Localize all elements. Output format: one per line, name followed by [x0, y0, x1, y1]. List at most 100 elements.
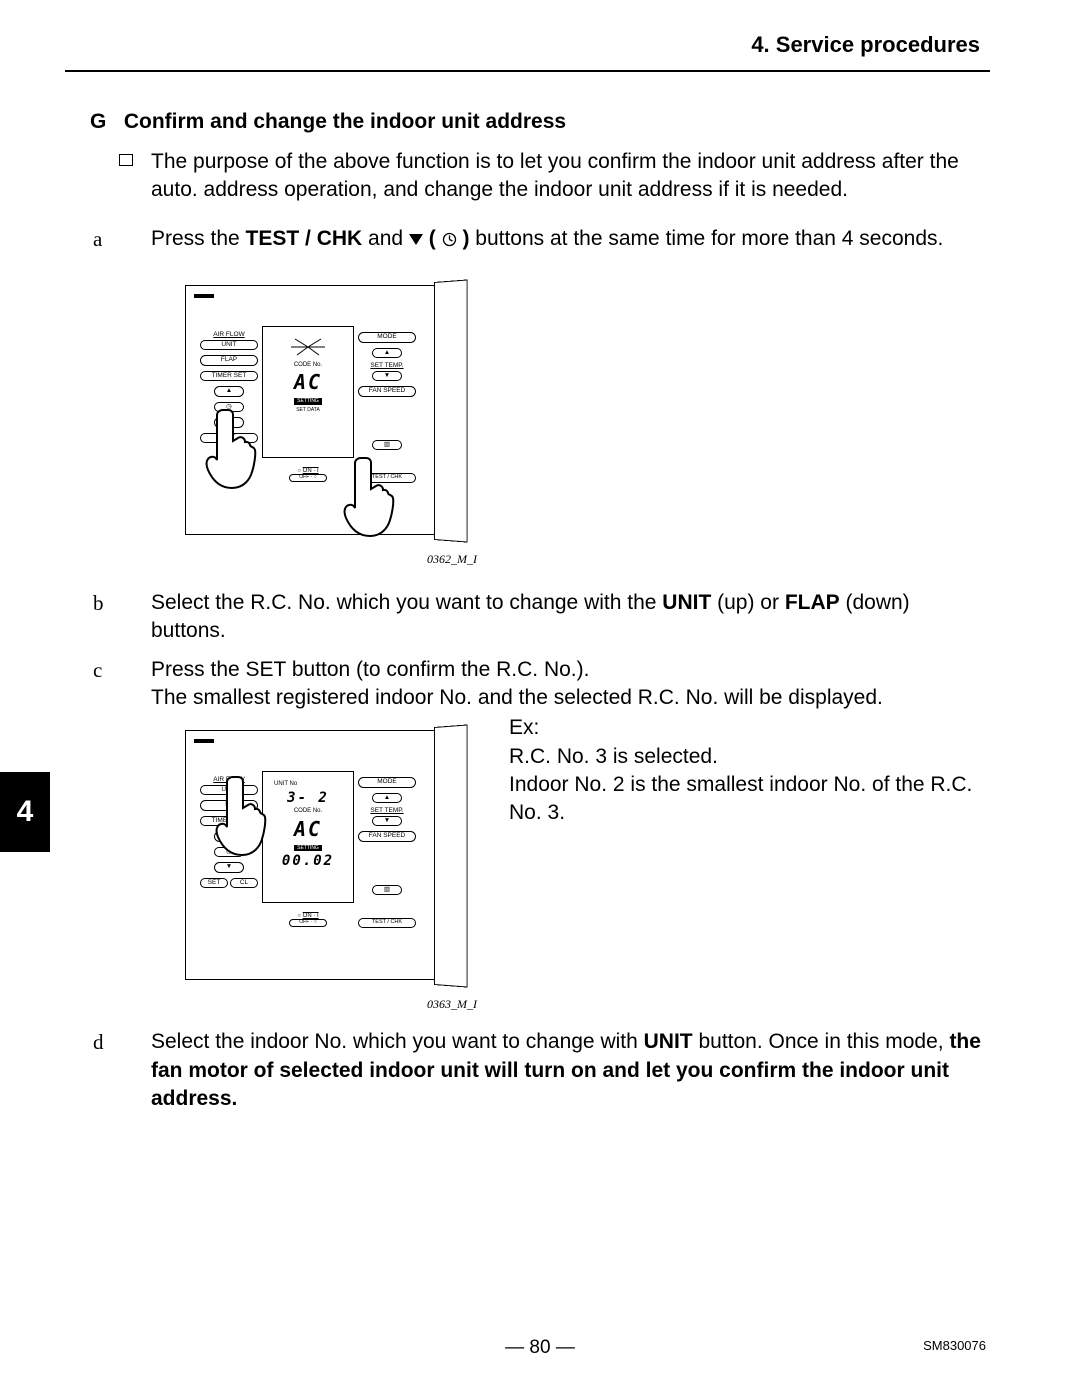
fanspeed-button[interactable]: FAN SPEED [358, 386, 416, 397]
section-letter: G [90, 110, 106, 133]
step-c: c Press the SET button (to confirm the R… [123, 656, 990, 713]
cl-button[interactable]: CL [230, 878, 258, 889]
set-button[interactable]: SET [200, 433, 258, 444]
down-button[interactable]: ▼ [214, 417, 244, 428]
bottom-pill-button[interactable] [289, 474, 327, 482]
panel-door-1 [434, 279, 468, 542]
ex-line2: Indoor No. 2 is the smallest indoor No. … [509, 773, 972, 824]
step-a-bold1: TEST / CHK [246, 227, 363, 250]
timerset-button[interactable]: TIMER SET [200, 816, 258, 827]
panel-door-2 [434, 725, 468, 988]
testchk-button[interactable]: TEST / CHK [358, 918, 416, 928]
step-a-mid1: and [362, 227, 409, 250]
step-letter-a: a [93, 225, 117, 253]
step-d-bold1: UNIT [644, 1030, 693, 1053]
page-footer: — 80 — [0, 1335, 1080, 1361]
page-number: — 80 — [505, 1337, 575, 1358]
chapter-tab: 4 [0, 772, 50, 852]
unit-button[interactable]: UNIT [200, 340, 258, 351]
settemp-label: SET TEMP. [358, 363, 416, 370]
right-button-column: MODE ▲ SET TEMP. ▼ FAN SPEED ▥ TEST / CH… [358, 332, 416, 488]
setting-badge: SETTING [294, 398, 322, 405]
step-b-bold2: FLAP [785, 591, 840, 614]
diagram-caption-1: 0362_M_I [427, 551, 477, 567]
section-title-text: Confirm and change the indoor unit addre… [124, 110, 566, 133]
setting-badge: SETTING [294, 845, 322, 852]
vent-button[interactable]: ▥ [372, 440, 402, 451]
step-a-pre: Press the [151, 227, 246, 250]
code-display-2: AC [271, 816, 345, 843]
step-d-mid1: button. Once in this mode, [693, 1030, 950, 1053]
section-heading: G Confirm and change the indoor unit add… [90, 108, 990, 136]
ex-line1: R.C. No. 3 is selected. [509, 745, 718, 768]
left-button-column: AIR FLOW UNIT FL TIMER SET ▲ ◷ ▼ SET CL [200, 777, 258, 893]
up-button[interactable]: ▲ [214, 386, 244, 397]
bottom-button-strip [260, 474, 356, 494]
airflow-label: AIR FLOW [200, 777, 258, 784]
mode-button[interactable]: MODE [358, 332, 416, 343]
down-button[interactable]: ▼ [214, 862, 244, 873]
step-letter-b: b [93, 589, 117, 617]
set-button[interactable]: SET [200, 878, 228, 889]
mode-button[interactable]: MODE [358, 777, 416, 788]
remote-panel-2: AIR FLOW UNIT FL TIMER SET ▲ ◷ ▼ SET CL … [185, 730, 465, 980]
step-a: a Press the TEST / CHK and ( ) buttons a… [123, 225, 990, 253]
clock-button[interactable]: ◷ [214, 847, 244, 858]
remote-diagram-2: AIR FLOW UNIT FL TIMER SET ▲ ◷ ▼ SET CL … [185, 730, 481, 1010]
temp-up-button[interactable]: ▲ [372, 348, 402, 359]
step-c-line2: The smallest registered indoor No. and t… [151, 686, 883, 709]
right-button-column: MODE ▲ SET TEMP. ▼ FAN SPEED ▥ TEST / CH… [358, 777, 416, 933]
spark-icon [273, 335, 343, 361]
upper-display-2: 3- 2 [271, 789, 345, 808]
codeno-label: CODE No. [271, 807, 345, 815]
page-header: 4. Service procedures [65, 30, 990, 72]
diagram-caption-2: 0363_M_I [427, 996, 477, 1012]
step-d-pre: Select the indoor No. which you want to … [151, 1030, 644, 1053]
diagram-2-row: AIR FLOW UNIT FL TIMER SET ▲ ◷ ▼ SET CL … [185, 730, 990, 1010]
unit-button[interactable]: UNIT [200, 785, 258, 796]
step-b-mid1: (up) or [711, 591, 785, 614]
diagram-1-wrap: AIR FLOW UNIT FLAP TIMER SET ▲ ◷ ▼ SET M… [185, 285, 990, 565]
example-block: Ex: R.C. No. 3 is selected. Indoor No. 2… [509, 714, 990, 827]
ex-heading: Ex: [509, 716, 539, 739]
settemp-label: SET TEMP. [358, 808, 416, 815]
setdata-display-2: 00.02 [271, 852, 345, 871]
lcd-screen-2: UNIT No 3- 2 CODE No. AC SETTING 00.02 [262, 771, 354, 903]
bottom-pill-button[interactable] [289, 919, 327, 927]
vent-button[interactable]: ▥ [372, 885, 402, 896]
chapter-tab-number: 4 [17, 792, 34, 833]
down-triangle-icon [409, 234, 423, 245]
step-b: b Select the R.C. No. which you want to … [123, 589, 990, 646]
intro-text: The purpose of the above function is to … [151, 150, 959, 201]
flap-button[interactable]: FL [200, 800, 258, 811]
step-c-line1: Press the SET button (to confirm the R.C… [151, 658, 589, 681]
bottom-button-strip [260, 919, 356, 939]
step-a-post: buttons at the same time for more than 4… [475, 227, 943, 250]
remote-diagram-1: AIR FLOW UNIT FLAP TIMER SET ▲ ◷ ▼ SET M… [185, 285, 481, 565]
clock-button[interactable]: ◷ [214, 402, 244, 413]
step-b-pre: Select the R.C. No. which you want to ch… [151, 591, 662, 614]
lcd-screen-1: CODE No. AC SETTING SET DATA [262, 326, 354, 458]
temp-up-button[interactable]: ▲ [372, 793, 402, 804]
up-button[interactable]: ▲ [214, 831, 244, 842]
step-letter-c: c [93, 656, 117, 684]
temp-down-button[interactable]: ▼ [372, 371, 402, 382]
testchk-button[interactable]: TEST / CHK [358, 473, 416, 483]
document-id: SM830076 [923, 1337, 986, 1355]
code-display-1: AC [271, 369, 345, 396]
step-d: d Select the indoor No. which you want t… [123, 1028, 990, 1113]
setdata-label: SET DATA [271, 407, 345, 414]
flap-button[interactable]: FLAP [200, 355, 258, 366]
remote-panel-1: AIR FLOW UNIT FLAP TIMER SET ▲ ◷ ▼ SET M… [185, 285, 465, 535]
clock-icon [442, 232, 457, 247]
bullet-square-icon [119, 154, 133, 166]
temp-down-button[interactable]: ▼ [372, 816, 402, 827]
step-b-bold1: UNIT [662, 591, 711, 614]
open-paren: ( [429, 227, 442, 250]
timerset-button[interactable]: TIMER SET [200, 371, 258, 382]
fanspeed-button[interactable]: FAN SPEED [358, 831, 416, 842]
left-button-column: AIR FLOW UNIT FLAP TIMER SET ▲ ◷ ▼ SET [200, 332, 258, 448]
step-letter-d: d [93, 1028, 117, 1056]
codeno-label: CODE No. [271, 361, 345, 369]
airflow-label: AIR FLOW [200, 332, 258, 339]
